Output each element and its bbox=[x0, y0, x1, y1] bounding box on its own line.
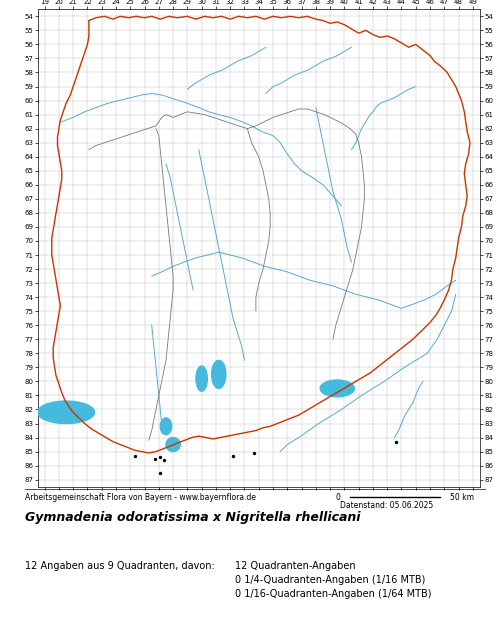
Point bbox=[156, 467, 164, 477]
Point bbox=[250, 448, 258, 458]
Point bbox=[229, 451, 237, 461]
Point bbox=[130, 451, 138, 461]
Ellipse shape bbox=[38, 401, 94, 423]
Ellipse shape bbox=[212, 360, 226, 388]
Text: Gymnadenia odoratissima x Nigritella rhellicani: Gymnadenia odoratissima x Nigritella rhe… bbox=[25, 512, 360, 525]
Ellipse shape bbox=[320, 380, 354, 397]
Point bbox=[150, 454, 158, 464]
Text: Datenstand: 05.06.2025: Datenstand: 05.06.2025 bbox=[340, 501, 433, 510]
Text: 12 Quadranten-Angaben: 12 Quadranten-Angaben bbox=[235, 561, 356, 571]
Text: 12 Angaben aus 9 Quadranten, davon:: 12 Angaben aus 9 Quadranten, davon: bbox=[25, 561, 215, 571]
Point bbox=[160, 455, 168, 465]
Text: 50 km: 50 km bbox=[450, 493, 474, 502]
Point bbox=[156, 452, 164, 462]
Ellipse shape bbox=[166, 438, 180, 451]
Ellipse shape bbox=[196, 366, 207, 391]
Text: 0 1/4-Quadranten-Angaben (1/16 MTB): 0 1/4-Quadranten-Angaben (1/16 MTB) bbox=[235, 575, 426, 585]
Text: 0: 0 bbox=[335, 493, 340, 502]
Point bbox=[392, 437, 400, 447]
Ellipse shape bbox=[160, 418, 172, 435]
Text: 0 1/16-Quadranten-Angaben (1/64 MTB): 0 1/16-Quadranten-Angaben (1/64 MTB) bbox=[235, 589, 432, 599]
Text: Arbeitsgemeinschaft Flora von Bayern - www.bayernflora.de: Arbeitsgemeinschaft Flora von Bayern - w… bbox=[25, 493, 256, 502]
